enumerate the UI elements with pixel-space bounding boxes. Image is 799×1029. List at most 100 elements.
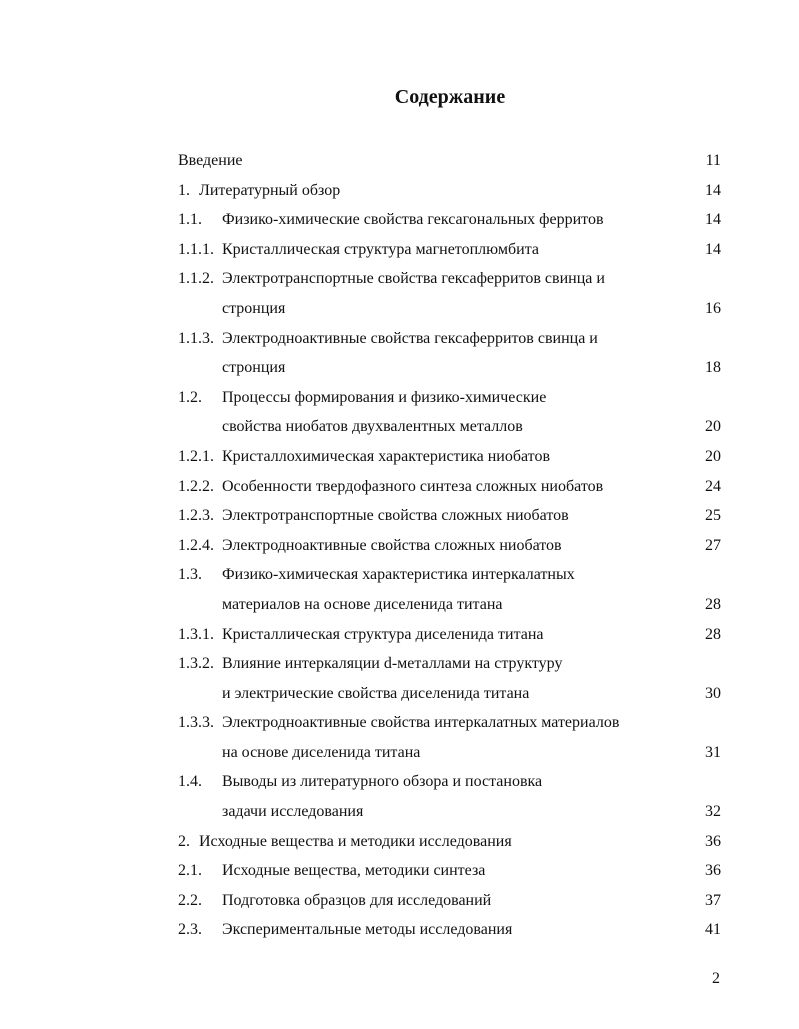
toc-entry-title: Исходные вещества, методики синтеза [222,862,486,880]
toc-entry-title: Кристаллическая структура магнетоплюмбит… [222,240,539,258]
toc-entry-title: свойства ниобатов двухвалентных металлов [222,418,523,436]
toc-line: 1. Литературный обзор 14 [178,176,721,206]
toc-entry[interactable]: 1.2.4. Электродноактивные свойства сложны… [178,531,721,561]
toc-entry-number: 1.3. [178,566,202,584]
toc-entry-title: Выводы из литературного обзора и постано… [222,773,543,791]
toc-entry-page: 16 [705,299,721,317]
toc-entry-number: 1.3.2. [178,655,214,673]
toc-entry-title: Электротранспортные свойства сложных нио… [222,507,569,525]
toc-entry-title: материалов на основе диселенида титана [222,595,503,613]
toc-line: 1.2.4. Электродноактивные свойства сложны… [178,531,721,561]
toc-entry-number: 1.2.2. [178,477,214,495]
toc-entry-title: Влияние интеркаляции d-металлами на стру… [222,655,563,673]
toc-entry[interactable]: 1.4. Выводы из литературного обзора и пос… [178,767,721,826]
toc-entry-page: 36 [705,832,721,850]
toc-entry-title: Особенности твердофазного синтеза сложны… [222,477,604,495]
toc-line: 1.1.3. Электродноактивные свойства гексаф… [178,324,721,354]
toc-line: материалов на основе диселенида титана 28 [178,590,721,620]
toc-entry-number: 2.3. [178,921,202,939]
toc-entry-page: 27 [705,536,721,554]
toc-entry[interactable]: 2.3. Экспериментальные методы исследовани… [178,915,721,945]
toc-entry[interactable]: 2. Исходные вещества и методики исследова… [178,827,721,857]
toc-entry-page: 31 [705,743,721,761]
toc-entry-number: 2.1. [178,862,202,880]
toc-line: стронция 16 [178,294,721,324]
toc-line: Введение 11 [178,146,721,176]
toc-entry-number: 1.1. [178,211,202,229]
toc-entry-number: 2.2. [178,891,202,909]
toc-entry[interactable]: 1.1.3. Электродноактивные свойства гексаф… [178,324,721,383]
toc-entry[interactable]: 1.2.2. Особенности твердофазного синтеза … [178,472,721,502]
toc-entry[interactable]: 2.2. Подготовка образцов для исследований… [178,886,721,916]
toc-entry-page: 36 [705,862,721,880]
toc-line: задачи исследования 32 [178,797,721,827]
toc-entry-page: 28 [705,625,721,643]
toc-line: 1.2.2. Особенности твердофазного синтеза … [178,472,721,502]
toc-entry[interactable]: 1.3.1. Кристаллическая структура диселени… [178,620,721,650]
toc-entry-page: 18 [705,359,721,377]
toc-entry-number: 2. [178,832,190,850]
toc-entry-number: 1.3.3. [178,714,214,732]
toc-line: стронция 18 [178,353,721,383]
toc-entry[interactable]: 1.1.1. Кристаллическая структура магнетоп… [178,235,721,265]
toc-entry[interactable]: 1.1.2. Электротранспортные свойства гекса… [178,264,721,323]
toc-entry-title: Электродноактивные свойства гексаферрито… [222,329,598,347]
toc-entry[interactable]: Введение 11 [178,146,721,176]
toc-entry-title: Физико-химические свойства гексагональны… [222,211,604,229]
toc-line: 2.1. Исходные вещества, методики синтеза 3… [178,856,721,886]
toc-entry[interactable]: 1.3.2. Влияние интеркаляции d-металлами н… [178,649,721,708]
toc-line: 1.1. Физико-химические свойства гексагона… [178,205,721,235]
toc-entry-number: 1.2.1. [178,447,214,465]
toc-line: и электрические свойства диселенида тита… [178,679,721,709]
toc-entry-number: 1.1.2. [178,270,214,288]
toc-entry-page: 25 [705,507,721,525]
toc-entry-title: задачи исследования [222,803,364,821]
toc-entry-page: 28 [705,595,721,613]
toc-entry-number: 1.3.1. [178,625,214,643]
toc-line: на основе диселенида титана 31 [178,738,721,768]
toc-entry-page: 24 [705,477,721,495]
toc-entry[interactable]: 1.3. Физико-химическая характеристика инт… [178,560,721,619]
toc-entry[interactable]: 1.2.3. Электротранспортные свойства сложн… [178,501,721,531]
page-title: Содержание [394,86,506,108]
table-of-contents: Введение 11 1. Литературный обзор 14 1.1. Физи… [178,146,721,945]
toc-entry-title: Процессы формирования и физико-химически… [222,388,547,406]
toc-line: 1.3.2. Влияние интеркаляции d-металлами н… [178,649,721,679]
toc-line: 2.2. Подготовка образцов для исследований… [178,886,721,916]
toc-entry[interactable]: 1.3.3. Электродноактивные свойства интерк… [178,708,721,767]
toc-entry-title: стронция [222,359,286,377]
toc-entry-title: Электротранспортные свойства гексаферрит… [222,270,605,288]
toc-entry-title: Экспериментальные методы исследования [222,921,513,939]
page-number: 2 [712,970,720,987]
toc-entry-page: 14 [705,181,721,199]
toc-entry-title: Кристаллическая структура диселенида тит… [222,625,544,643]
toc-entry-number: 1.4. [178,773,202,791]
toc-entry-title: Подготовка образцов для исследований [222,891,492,909]
toc-entry-number: 1.1.1. [178,240,214,258]
toc-entry[interactable]: 1. Литературный обзор 14 [178,176,721,206]
toc-entry-page: 30 [705,684,721,702]
toc-line: 1.3. Физико-химическая характеристика инт… [178,560,721,590]
toc-entry-page: 20 [705,418,721,436]
toc-line: 1.1.1. Кристаллическая структура магнетоп… [178,235,721,265]
toc-entry[interactable]: 1.2. Процессы формирования и физико-химич… [178,383,721,442]
toc-entry-number: 1.2. [178,388,202,406]
toc-line: 2. Исходные вещества и методики исследова… [178,827,721,857]
toc-line: 1.4. Выводы из литературного обзора и пос… [178,767,721,797]
toc-line: 1.3.3. Электродноактивные свойства интерк… [178,708,721,738]
toc-entry-title: Физико-химическая характеристика интерка… [222,566,575,584]
toc-entry[interactable]: 1.2.1. Кристаллохимическая характеристика… [178,442,721,472]
toc-entry-title: стронция [222,299,286,317]
toc-line: 1.1.2. Электротранспортные свойства гекса… [178,264,721,294]
toc-entry[interactable]: 2.1. Исходные вещества, методики синтеза 3… [178,856,721,886]
toc-entry[interactable]: 1.1. Физико-химические свойства гексагона… [178,205,721,235]
toc-entry-number: 1.1.3. [178,329,214,347]
toc-line: 1.3.1. Кристаллическая структура диселени… [178,620,721,650]
toc-entry-page: 11 [705,152,721,169]
toc-line: 1.2.1. Кристаллохимическая характеристика… [178,442,721,472]
toc-entry-page: 14 [705,211,721,229]
toc-entry-number: 1.2.4. [178,536,214,554]
toc-entry-page: 32 [705,803,721,821]
toc-line: 1.2.3. Электротранспортные свойства сложн… [178,501,721,531]
toc-entry-number: 1.2.3. [178,507,214,525]
